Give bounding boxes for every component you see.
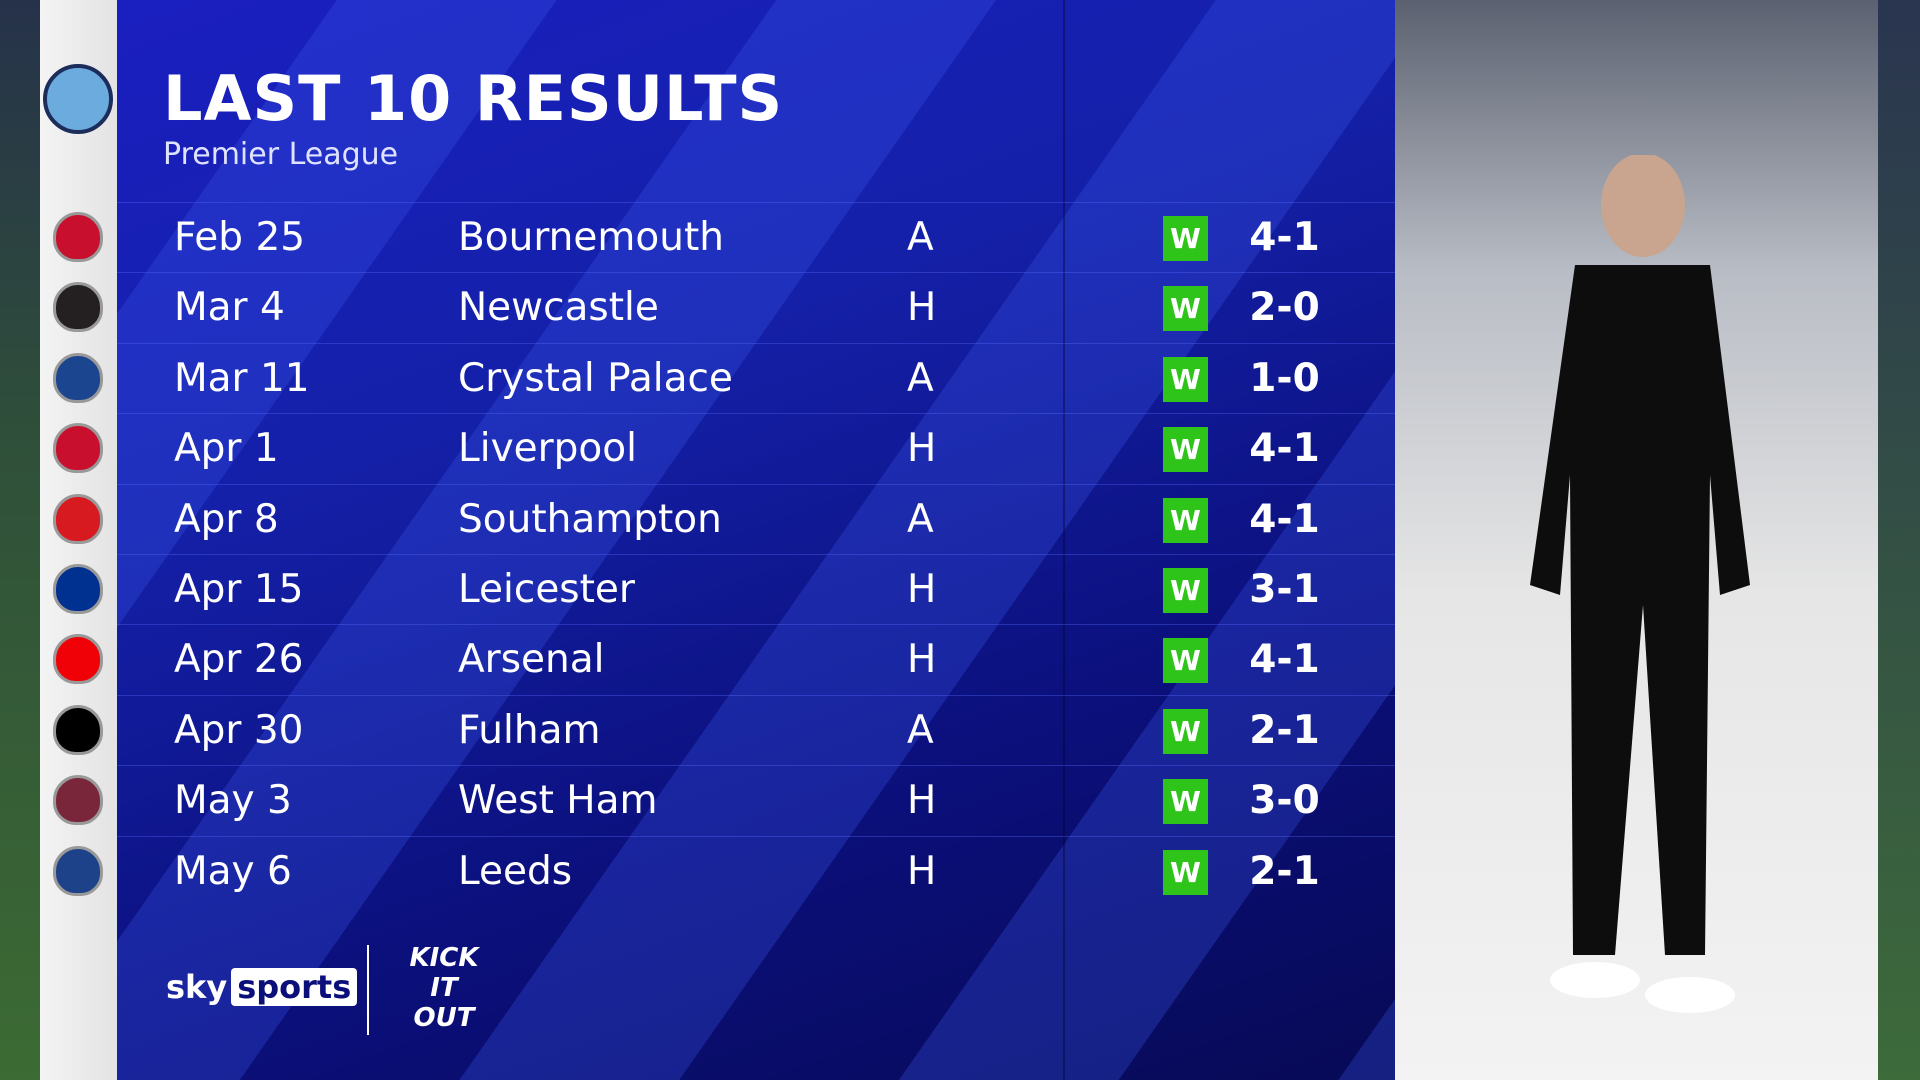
stadium-background-left [0,0,40,1080]
result-badge: W [1163,356,1208,402]
score: 1-0 [1249,355,1320,401]
venue: H [907,637,937,683]
opponent-name: Fulham [458,707,601,753]
opponent-crest-icon [53,564,103,614]
opponent-name: Arsenal [458,637,605,683]
score: 4-1 [1249,637,1320,683]
opponent-name: West Ham [458,778,658,824]
result-row: May 3 West Ham H W 3-0 [117,765,1395,835]
opponent-crest-icon [53,775,103,826]
match-date: Apr 1 [174,426,279,472]
opponent-crest-icon [53,704,103,755]
score: 4-1 [1249,215,1320,260]
score: 3-0 [1249,778,1320,824]
result-row: Apr 1 Liverpool H W 4-1 [117,413,1395,483]
match-date: Feb 25 [174,215,306,260]
opponent-crest-icon [53,493,103,544]
result-badge: W [1163,779,1208,825]
opponent-crest-icon [53,282,103,333]
result-badge: W [1163,568,1208,613]
opponent-crest-icon [53,845,103,896]
match-date: May 6 [174,848,292,894]
result-row: Feb 25 Bournemouth A W 4-1 [117,202,1395,272]
opponent-crest-icon [53,634,103,685]
result-badge: W [1163,286,1208,332]
venue: A [907,707,934,753]
sports-wordmark: sports [231,968,358,1006]
venue: H [907,778,937,824]
result-badge: W [1163,849,1208,895]
manager-photo [1395,0,1878,1080]
result-badge: W [1163,497,1208,543]
match-date: May 3 [174,778,292,824]
venue: H [907,426,937,472]
result-badge: W [1163,216,1208,261]
result-badge: W [1163,708,1208,754]
opponent-name: Crystal Palace [458,355,733,401]
stadium-background-right [1878,0,1920,1080]
sky-sports-logo: sky sports [166,968,358,1006]
kick-it-out-logo: KICK IT OUT [409,943,479,1033]
score: 2-1 [1249,707,1320,753]
opponent-name: Leicester [458,567,635,612]
opponent-name: Leeds [458,848,573,894]
venue: A [907,215,934,260]
venue: H [907,567,937,612]
competition-subtitle: Premier League [163,137,399,172]
match-date: Apr 26 [174,637,304,683]
opponent-name: Newcastle [458,285,659,331]
result-badge: W [1163,638,1208,684]
result-row: May 6 Leeds H W 2-1 [117,835,1395,906]
score: 4-1 [1249,496,1320,542]
opponent-name: Southampton [458,496,722,542]
match-date: Apr 8 [174,496,279,542]
man-city-crest-icon [43,64,113,134]
venue: A [907,496,934,542]
results-panel: LAST 10 RESULTS Premier League Feb 25 Bou… [117,0,1395,1080]
score: 2-1 [1249,848,1320,894]
opponent-name: Liverpool [458,426,637,472]
result-row: Mar 11 Crystal Palace A W 1-0 [117,342,1395,413]
footer-divider [367,945,369,1035]
match-date: Mar 11 [174,355,310,401]
match-date: Apr 30 [174,707,304,753]
result-row: Mar 4 Newcastle H W 2-0 [117,272,1395,342]
match-date: Mar 4 [174,285,285,331]
score: 3-1 [1249,567,1320,612]
result-row: Apr 15 Leicester H W 3-1 [117,554,1395,624]
opponent-crest-icon [53,352,103,403]
crest-column [40,0,117,1080]
result-row: Apr 8 Southampton A W 4-1 [117,483,1395,554]
result-row: Apr 30 Fulham A W 2-1 [117,694,1395,765]
result-badge: W [1163,427,1208,473]
opponent-crest-icon [53,423,103,474]
venue: H [907,285,937,331]
page-title: LAST 10 RESULTS [163,62,784,135]
venue: A [907,355,934,401]
venue: H [907,848,937,894]
opponent-crest-icon [53,212,103,262]
match-date: Apr 15 [174,567,304,612]
opponent-name: Bournemouth [458,215,724,260]
score: 4-1 [1249,426,1320,472]
result-row: Apr 26 Arsenal H W 4-1 [117,624,1395,694]
sky-wordmark: sky [166,968,228,1006]
manager-figure-icon [1530,155,1750,1013]
score: 2-0 [1249,285,1320,331]
column-divider [1063,0,1065,1080]
